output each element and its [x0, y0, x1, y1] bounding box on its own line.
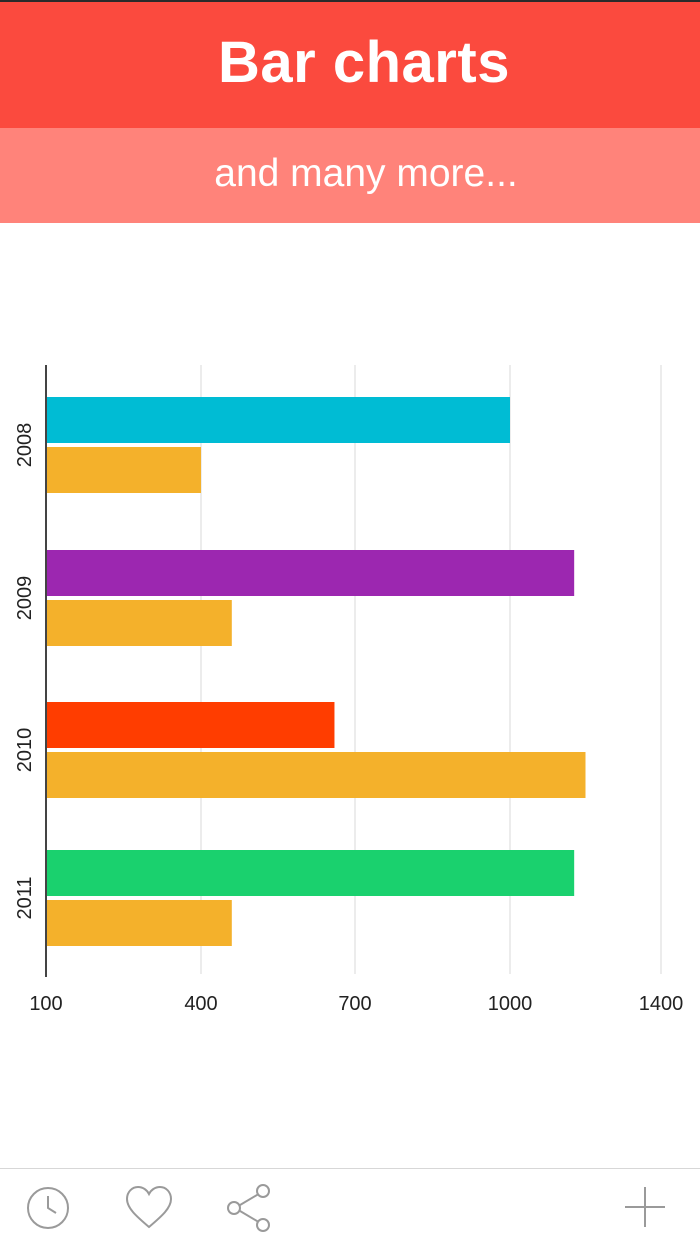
x-tick-label-1400: 1400: [639, 993, 684, 1015]
y-tick-label-2009: 2009: [14, 576, 36, 621]
bar-chart: 2008 2009 2010 2011 100 400 700 1000 1400: [14, 365, 683, 1015]
bar-2009-series-2: [46, 600, 232, 646]
x-tick-label-100: 100: [29, 993, 62, 1015]
bar-2011-series-1: [46, 850, 575, 896]
heart-icon: [125, 1185, 173, 1229]
subtitle-banner: and many more...: [0, 128, 700, 223]
plus-icon: [625, 1187, 665, 1227]
add-button[interactable]: [618, 1181, 672, 1235]
y-tick-label-2011: 2011: [14, 876, 36, 919]
bar-2008-series-2: [46, 447, 201, 493]
bar-2008-series-1: [46, 397, 510, 443]
app-header: Bar charts: [0, 2, 700, 128]
bar-2011-series-2: [46, 900, 232, 946]
tick-labels: 2008 2009 2010 2011 100 400 700 1000 1400: [14, 423, 683, 1015]
x-tick-label-700: 700: [338, 993, 371, 1015]
page-subtitle: and many more...: [214, 151, 518, 195]
bar-2010-series-2: [46, 752, 586, 798]
y-tick-label-2008: 2008: [14, 423, 36, 468]
bottom-toolbar: [0, 1168, 700, 1245]
x-tick-label-1000: 1000: [488, 993, 533, 1015]
bar-2010-series-1: [46, 702, 335, 748]
favorite-button[interactable]: [122, 1181, 176, 1235]
page-title: Bar charts: [218, 29, 510, 95]
clock-icon: [27, 1187, 69, 1229]
y-tick-label-2010: 2010: [14, 728, 36, 773]
bars: [46, 397, 586, 946]
history-button[interactable]: [21, 1181, 75, 1235]
share-button[interactable]: [222, 1181, 276, 1235]
bar-2009-series-1: [46, 550, 575, 596]
share-icon: [227, 1184, 270, 1232]
x-tick-label-400: 400: [184, 993, 217, 1015]
status-edge: [0, 0, 700, 2]
